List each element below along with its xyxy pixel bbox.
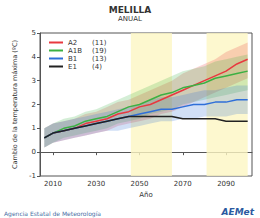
svg-text:2070: 2070 (174, 180, 192, 188)
svg-text:3: 3 (32, 77, 36, 85)
svg-text:A2: A2 (68, 39, 77, 47)
svg-text:(19): (19) (92, 47, 107, 55)
svg-text:A1B: A1B (68, 47, 82, 55)
svg-text:2050: 2050 (131, 180, 149, 188)
svg-text:E1: E1 (68, 63, 77, 71)
svg-text:Agencia Estatal de Meteorologí: Agencia Estatal de Meteorología (4, 210, 101, 218)
svg-text:(13): (13) (92, 55, 107, 63)
svg-text:MELILLA: MELILLA (109, 5, 152, 15)
svg-text:0: 0 (32, 148, 36, 156)
svg-text:2: 2 (32, 101, 36, 109)
svg-text:2030: 2030 (87, 180, 105, 188)
svg-text:Cambio de la temperatura máxim: Cambio de la temperatura máxima (ºC) (11, 40, 19, 169)
svg-text:-1: -1 (29, 172, 36, 180)
svg-text:ANUAL: ANUAL (118, 15, 142, 23)
svg-text:(4): (4) (92, 63, 102, 71)
svg-text:4: 4 (32, 53, 37, 61)
svg-text:2010: 2010 (44, 180, 62, 188)
svg-text:(11): (11) (92, 39, 107, 47)
svg-text:1: 1 (32, 124, 36, 132)
svg-text:AEMet: AEMet (221, 207, 255, 217)
svg-text:Año: Año (139, 191, 153, 199)
svg-text:B1: B1 (68, 55, 77, 63)
svg-text:5: 5 (32, 29, 36, 37)
svg-text:2090: 2090 (217, 180, 235, 188)
